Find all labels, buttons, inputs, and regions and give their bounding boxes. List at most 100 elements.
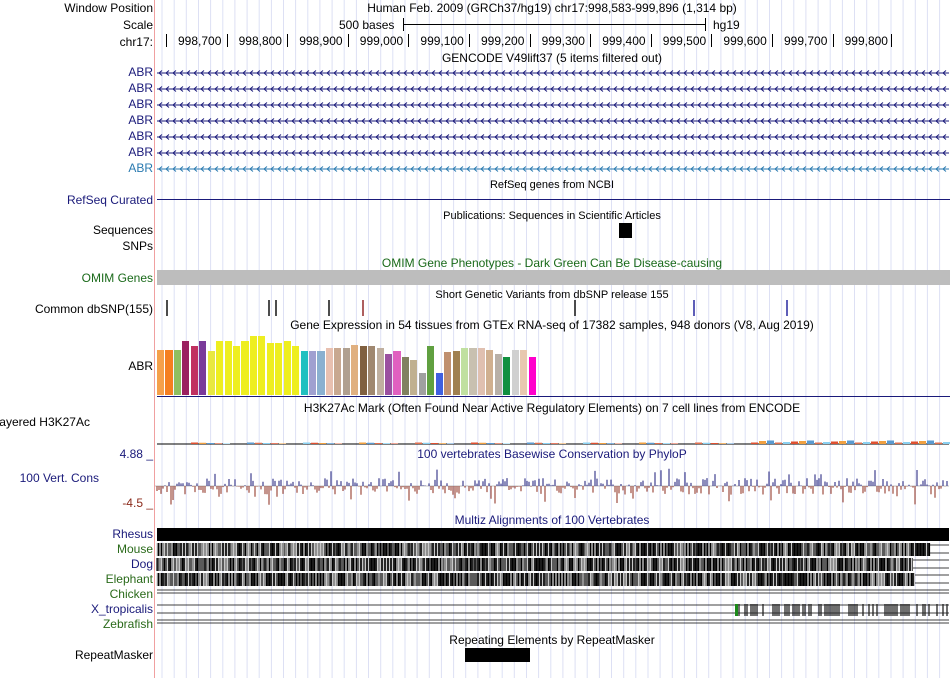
gtex-tissue-bar[interactable] bbox=[190, 345, 198, 395]
gtex-expression-chart[interactable] bbox=[157, 332, 537, 395]
h3k27ac-peak bbox=[759, 441, 766, 444]
gtex-tissue-bar[interactable] bbox=[266, 343, 274, 395]
gtex-tissue-bar[interactable] bbox=[325, 347, 334, 395]
base-position-ruler[interactable]: 998,700 998,800 998,900 999,000 999,100 999,2… bbox=[0, 33, 950, 49]
h3k27ac-peak bbox=[895, 442, 902, 444]
gtex-tissue-bar[interactable] bbox=[173, 349, 182, 395]
gtex-tissue-bar[interactable] bbox=[157, 349, 165, 395]
h3k27ac-signal[interactable] bbox=[155, 436, 950, 446]
gtex-tissue-bar[interactable] bbox=[444, 352, 452, 395]
refseq-gene-line[interactable] bbox=[157, 199, 950, 200]
h3k27ac-peak bbox=[375, 443, 382, 444]
gtex-tissue-bar[interactable] bbox=[401, 357, 410, 395]
h3k27ac-peak bbox=[479, 442, 486, 444]
gtex-tissue-bar[interactable] bbox=[503, 357, 511, 395]
multiz-species-label[interactable]: Rhesus bbox=[112, 527, 153, 541]
multiz-species-label[interactable]: Chicken bbox=[109, 587, 153, 601]
gtex-tissue-bar[interactable] bbox=[452, 350, 460, 395]
gtex-tissue-bar[interactable] bbox=[292, 345, 300, 395]
gtex-tissue-bar[interactable] bbox=[385, 354, 393, 395]
gtex-tissue-bar[interactable] bbox=[410, 360, 418, 395]
gtex-tissue-bar[interactable] bbox=[317, 350, 325, 395]
gtex-tissue-bar[interactable] bbox=[486, 349, 494, 395]
gtex-label[interactable]: ABR bbox=[128, 359, 153, 373]
gtex-tissue-bar[interactable] bbox=[342, 347, 350, 395]
gtex-tissue-bar[interactable] bbox=[258, 335, 266, 395]
multiz-alignment-rows[interactable] bbox=[155, 526, 950, 631]
gtex-tissue-bar[interactable] bbox=[224, 341, 232, 395]
h3k27ac-peak bbox=[727, 443, 734, 444]
phylop-conservation-plot[interactable] bbox=[155, 462, 950, 512]
gtex-tissue-bar[interactable] bbox=[283, 341, 291, 395]
repeatmasker-label[interactable]: RepeatMasker bbox=[74, 648, 153, 662]
repeat-element-block[interactable] bbox=[465, 648, 530, 662]
multiz-species-label[interactable]: Zebrafish bbox=[102, 617, 153, 631]
gtex-tissue-bar[interactable] bbox=[368, 345, 376, 395]
gtex-tissue-bar[interactable] bbox=[511, 349, 519, 395]
gtex-tissue-bar[interactable] bbox=[528, 357, 536, 395]
h3k27ac-label[interactable]: Layered H3K27Ac bbox=[0, 415, 90, 429]
gtex-tissue-bar[interactable] bbox=[199, 341, 207, 395]
gtex-tissue-bar[interactable] bbox=[249, 335, 258, 395]
gtex-tissue-bar[interactable] bbox=[241, 341, 249, 395]
h3k27ac-peak bbox=[711, 443, 718, 444]
gtex-tissue-bar[interactable] bbox=[418, 372, 426, 395]
gtex-tissue-bar[interactable] bbox=[300, 350, 308, 395]
gtex-tissue-bar[interactable] bbox=[461, 347, 469, 395]
gtex-tissue-bar[interactable] bbox=[469, 347, 477, 395]
gtex-tissue-bar[interactable] bbox=[165, 349, 173, 395]
gencode-transcript-label[interactable]: ABR bbox=[128, 145, 153, 159]
gtex-tissue-bar[interactable] bbox=[520, 349, 528, 395]
gtex-tissue-bar[interactable] bbox=[359, 345, 367, 395]
h3k27ac-peak bbox=[647, 442, 654, 444]
gtex-tissue-bar[interactable] bbox=[477, 347, 486, 395]
omim-gene-bar[interactable] bbox=[157, 270, 950, 285]
omim-label[interactable]: OMIM Genes bbox=[81, 271, 153, 285]
gencode-transcript-label[interactable]: ABR bbox=[128, 81, 153, 95]
dbsnp-variant-ticks[interactable] bbox=[155, 300, 950, 316]
gtex-tissue-bar[interactable] bbox=[351, 344, 359, 395]
gtex-tissue-bar[interactable] bbox=[182, 341, 190, 395]
multiz-species-label[interactable]: Mouse bbox=[116, 542, 153, 556]
refseq-label[interactable]: RefSeq Curated bbox=[66, 193, 153, 207]
h3k27ac-peak bbox=[639, 442, 646, 444]
gtex-tissue-bar[interactable] bbox=[393, 350, 401, 395]
gencode-transcript-label[interactable]: ABR bbox=[128, 113, 153, 127]
publications-snps-label[interactable]: SNPs bbox=[122, 239, 153, 253]
gtex-tissue-bar[interactable] bbox=[275, 343, 283, 395]
gencode-gene-models[interactable] bbox=[155, 64, 950, 179]
gtex-tissue-bar[interactable] bbox=[435, 372, 443, 395]
alignment-matches bbox=[156, 558, 911, 571]
h3k27ac-peak bbox=[799, 441, 806, 444]
h3k27ac-peak bbox=[319, 443, 326, 444]
gtex-gene-line bbox=[157, 396, 950, 397]
gencode-transcript-label[interactable]: ABR bbox=[128, 97, 153, 111]
gtex-tissue-bar[interactable] bbox=[233, 345, 241, 395]
gtex-tissue-bar[interactable] bbox=[207, 350, 215, 395]
multiz-species-label[interactable]: Elephant bbox=[105, 572, 153, 586]
gencode-transcript-label[interactable]: ABR bbox=[128, 161, 153, 175]
gtex-tissue-bar[interactable] bbox=[376, 347, 384, 395]
multiz-track-title: Multiz Alignments of 100 Vertebrates bbox=[454, 513, 650, 527]
dbsnp-label[interactable]: Common dbSNP(155) bbox=[34, 302, 153, 316]
gtex-tissue-bar[interactable] bbox=[334, 347, 342, 395]
ruler-tick-label: 999,500 bbox=[662, 34, 707, 48]
publications-sequences-label[interactable]: Sequences bbox=[92, 223, 153, 237]
publication-sequence-block[interactable] bbox=[619, 223, 632, 238]
gtex-tissue-bar[interactable] bbox=[309, 350, 317, 395]
multiz-species-label[interactable]: Dog bbox=[130, 557, 153, 571]
h3k27ac-peak bbox=[263, 443, 270, 444]
phylop-label[interactable]: 100 Vert. Cons bbox=[19, 471, 99, 485]
strand-arrows bbox=[158, 86, 947, 92]
alignment-mismatches bbox=[156, 543, 927, 556]
strand-arrows bbox=[158, 150, 947, 156]
gtex-tissue-bar[interactable] bbox=[427, 345, 435, 395]
gencode-transcript-label[interactable]: ABR bbox=[128, 65, 153, 79]
h3k27ac-peak bbox=[775, 442, 782, 444]
gencode-transcript-label[interactable]: ABR bbox=[128, 129, 153, 143]
h3k27ac-peak bbox=[207, 443, 214, 444]
gtex-tissue-bar[interactable] bbox=[494, 354, 502, 395]
multiz-species-label[interactable]: X_tropicalis bbox=[90, 602, 153, 616]
gtex-tissue-bar[interactable] bbox=[216, 341, 224, 395]
